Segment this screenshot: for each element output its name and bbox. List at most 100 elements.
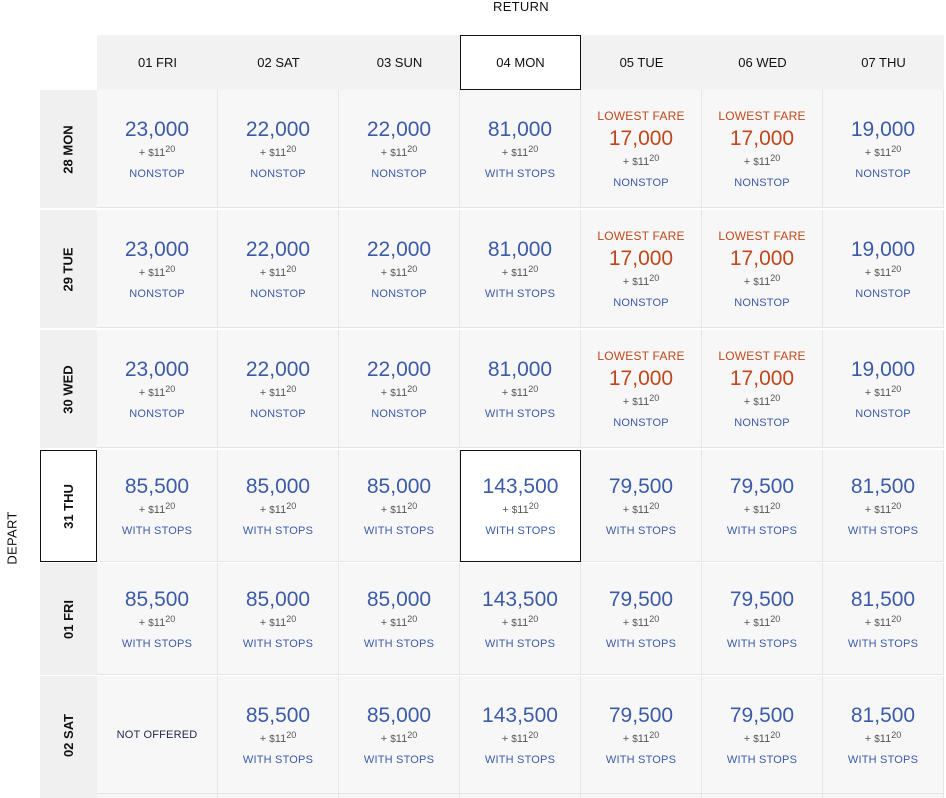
tax-dollars: 11: [153, 616, 166, 629]
fare-cell[interactable]: 19,000 + $1120 NONSTOP: [823, 90, 944, 208]
depart-date-header[interactable]: 01 FRI: [40, 563, 97, 675]
tax-amount: + $1120: [623, 501, 659, 516]
tax-amount: + $1120: [623, 730, 659, 745]
tax-cents: 20: [528, 729, 539, 740]
stops-label: WITH STOPS: [242, 753, 314, 766]
plus-sign: +: [501, 146, 512, 159]
currency-symbol: $: [390, 617, 396, 629]
currency-symbol: $: [511, 505, 518, 516]
fare-cell[interactable]: LOWEST FARE 17,000 + $1120 NONSTOP: [581, 210, 702, 328]
fare-cell[interactable]: 85,000 + $1120 WITH STOPS: [218, 563, 339, 675]
currency-symbol: $: [511, 147, 517, 159]
fare-cell[interactable]: 22,000 + $1120 NONSTOP: [218, 210, 339, 328]
fare-cell[interactable]: LOWEST FARE 17,000 + $1120 NONSTOP: [702, 210, 823, 328]
fare-cell[interactable]: 85,000 + $1120 WITH STOPS: [339, 676, 460, 794]
fare-cell[interactable]: LOWEST FARE 17,000 + $1120 NONSTOP: [702, 90, 823, 208]
plus-sign: +: [864, 732, 875, 745]
currency-symbol: $: [753, 276, 759, 288]
tax-dollars: 11: [395, 616, 408, 629]
fare-cell[interactable]: 143,500 + $1120 WITH STOPS: [460, 450, 581, 562]
fare-cell[interactable]: 22,000 + $1120 NONSTOP: [218, 330, 339, 448]
stops-label: WITH STOPS: [726, 524, 798, 537]
miles-amount: 85,500: [124, 587, 190, 611]
fare-cell[interactable]: 143,500 + $1120 WITH STOPS: [460, 676, 581, 794]
fare-cell[interactable]: 81,000 + $1120 WITH STOPS: [460, 330, 581, 448]
tax-amount: + $1120: [381, 730, 417, 745]
return-date-header[interactable]: 03 SUN: [339, 35, 460, 90]
fare-cell[interactable]: 79,500 + $1120 WITH STOPS: [581, 450, 702, 562]
currency-symbol: $: [148, 617, 154, 629]
plus-sign: +: [743, 503, 754, 516]
fare-cell[interactable]: 81,500 + $1120 WITH STOPS: [823, 450, 944, 562]
fare-cell[interactable]: 81,500 + $1120 WITH STOPS: [823, 563, 944, 675]
tax-cents: 20: [770, 152, 781, 163]
fare-cell[interactable]: NOT OFFERED: [97, 676, 218, 794]
fare-cell[interactable]: 23,000 + $1120 NONSTOP: [97, 330, 218, 448]
return-date-header[interactable]: 04 MON: [460, 35, 581, 90]
fare-cell[interactable]: 81,000 + $1120 WITH STOPS: [460, 210, 581, 328]
return-date-header[interactable]: 06 WED: [702, 35, 823, 90]
fare-cell[interactable]: 85,500 + $1120 WITH STOPS: [218, 676, 339, 794]
fare-cell[interactable]: 85,500 + $1120 WITH STOPS: [97, 450, 218, 562]
stops-label: WITH STOPS: [363, 637, 435, 650]
stops-label: WITH STOPS: [726, 637, 798, 650]
fare-cell[interactable]: LOWEST FARE 17,000 + $1120 NONSTOP: [581, 330, 702, 448]
tax-amount: + $1120: [260, 144, 296, 159]
fare-cell[interactable]: 79,500 + $1120 WITH STOPS: [702, 563, 823, 675]
tax-amount: + $1120: [139, 264, 175, 279]
fare-cell[interactable]: 19,000 + $1120 NONSTOP: [823, 210, 944, 328]
tax-cents: 20: [407, 263, 418, 274]
fare-cell[interactable]: 81,000 + $1120 WITH STOPS: [460, 90, 581, 208]
plus-sign: +: [622, 275, 633, 288]
depart-date-header[interactable]: 28 MON: [40, 90, 97, 208]
plus-sign: +: [501, 266, 512, 279]
fare-cell[interactable]: 79,500 + $1120 WITH STOPS: [581, 676, 702, 794]
stops-label: NONSTOP: [734, 176, 790, 189]
depart-date-header[interactable]: 30 WED: [40, 330, 97, 448]
plus-sign: +: [259, 503, 270, 516]
stops-label: NONSTOP: [250, 407, 306, 420]
lowest-fare-badge: LOWEST FARE: [718, 348, 806, 363]
next-row-cell: [97, 794, 218, 798]
return-date-header[interactable]: 05 TUE: [581, 35, 702, 90]
next-row-cell: [823, 794, 944, 798]
tax-amount: + $1120: [381, 614, 417, 629]
depart-date-label: 02 SAT: [60, 713, 76, 757]
fare-cell[interactable]: 22,000 + $1120 NONSTOP: [339, 90, 460, 208]
return-date-header[interactable]: 02 SAT: [218, 35, 339, 90]
fare-cell[interactable]: 85,000 + $1120 WITH STOPS: [218, 450, 339, 562]
tax-amount: + $1120: [744, 273, 780, 288]
return-date-header[interactable]: 01 FRI: [97, 35, 218, 90]
currency-symbol: $: [390, 267, 396, 279]
fare-cell[interactable]: 79,500 + $1120 WITH STOPS: [702, 676, 823, 794]
fare-cell[interactable]: 23,000 + $1120 NONSTOP: [97, 210, 218, 328]
depart-date-header[interactable]: 02 SAT: [40, 676, 97, 794]
fare-cell[interactable]: 22,000 + $1120 NONSTOP: [339, 330, 460, 448]
fare-cell[interactable]: 22,000 + $1120 NONSTOP: [218, 90, 339, 208]
stops-label: NONSTOP: [371, 167, 427, 180]
fare-cell[interactable]: LOWEST FARE 17,000 + $1120 NONSTOP: [702, 330, 823, 448]
fare-cell[interactable]: 85,500 + $1120 WITH STOPS: [97, 563, 218, 675]
fare-cell[interactable]: 79,500 + $1120 WITH STOPS: [581, 563, 702, 675]
depart-date-header[interactable]: 31 THU: [40, 450, 97, 562]
currency-symbol: $: [269, 617, 275, 629]
tax-cents: 20: [649, 272, 660, 283]
tax-cents: 20: [770, 500, 781, 511]
fare-cell[interactable]: 143,500 + $1120 WITH STOPS: [460, 563, 581, 675]
fare-cell[interactable]: LOWEST FARE 17,000 + $1120 NONSTOP: [581, 90, 702, 208]
depart-date-header[interactable]: 29 TUE: [40, 210, 97, 328]
fare-cell[interactable]: 85,000 + $1120 WITH STOPS: [339, 450, 460, 562]
tax-dollars: 11: [879, 146, 892, 159]
return-date-header[interactable]: 07 THU: [823, 35, 944, 90]
fare-cell[interactable]: 23,000 + $1120 NONSTOP: [97, 90, 218, 208]
fare-cell[interactable]: 22,000 + $1120 NONSTOP: [339, 210, 460, 328]
miles-amount: 19,000: [850, 357, 916, 381]
fare-cell[interactable]: 85,000 + $1120 WITH STOPS: [339, 563, 460, 675]
stops-label: WITH STOPS: [605, 753, 677, 766]
stops-label: WITH STOPS: [485, 525, 556, 537]
fare-cell[interactable]: 81,500 + $1120 WITH STOPS: [823, 676, 944, 794]
plus-sign: +: [380, 146, 391, 159]
fare-cell[interactable]: 79,500 + $1120 WITH STOPS: [702, 450, 823, 562]
fare-cell[interactable]: 19,000 + $1120 NONSTOP: [823, 330, 944, 448]
plus-sign: +: [864, 266, 875, 279]
